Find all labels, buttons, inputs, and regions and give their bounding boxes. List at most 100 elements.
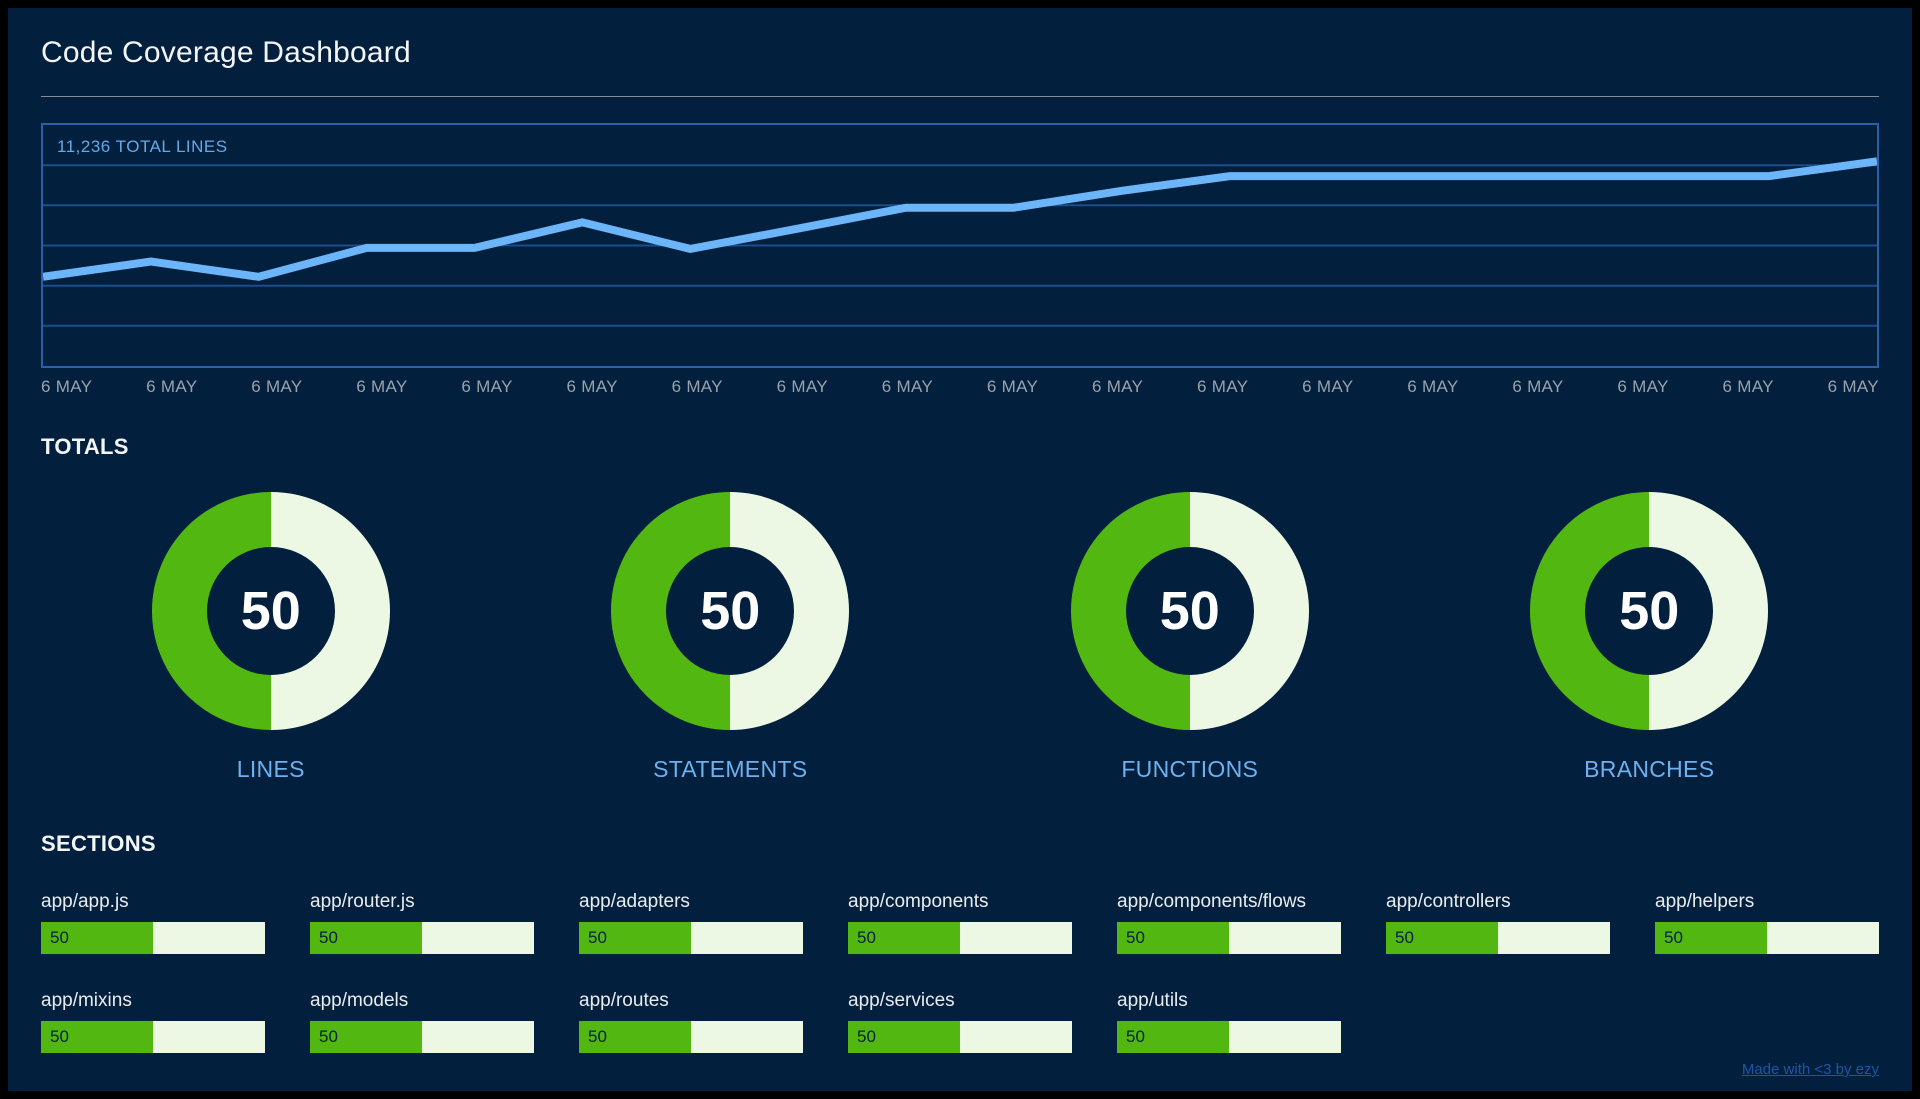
x-axis-tick-label: 6 MAY xyxy=(1197,377,1249,396)
section-progress-fill: 50 xyxy=(41,922,153,954)
section-progress-bar: 50 xyxy=(1117,922,1341,954)
section-progress-fill: 50 xyxy=(41,1021,153,1053)
credit-link[interactable]: Made with <3 by ezy xyxy=(1741,1061,1879,1078)
x-axis-tick-label: 6 MAY xyxy=(1302,377,1354,396)
gauge-value: 50 xyxy=(700,581,761,641)
section-item: app/routes 50 xyxy=(579,990,803,1053)
section-item: app/components 50 xyxy=(848,891,1072,954)
section-progress-fill: 50 xyxy=(579,922,691,954)
section-progress-value: 50 xyxy=(1395,928,1414,947)
section-progress-fill: 50 xyxy=(579,1021,691,1053)
section-item: app/utils 50 xyxy=(1117,990,1341,1053)
donut-hole: 50 xyxy=(1585,547,1714,675)
section-progress-value: 50 xyxy=(588,928,607,947)
section-label: app/helpers xyxy=(1655,891,1755,912)
x-axis-tick-label: 6 MAY xyxy=(41,377,93,396)
totals-gauges: 50 LINES 50 STATEMENTS 50 FUNCTIONS 50 BRANCHES xyxy=(41,492,1879,783)
coverage-gauge-branches: 50 BRANCHES xyxy=(1420,492,1880,783)
section-label: app/app.js xyxy=(41,891,129,912)
x-axis-tick-label: 6 MAY xyxy=(146,377,198,396)
section-item: app/adapters 50 xyxy=(579,891,803,954)
x-axis-tick-label: 6 MAY xyxy=(356,377,408,396)
chart-x-axis: 6 MAY 6 MAY 6 MAY 6 MAY 6 MAY 6 MAY 6 MAY 6 MAY… xyxy=(41,377,1879,397)
coverage-gauge-statements: 50 STATEMENTS xyxy=(501,492,961,783)
page-title: Code Coverage Dashboard xyxy=(41,36,411,69)
section-progress-value: 50 xyxy=(588,1027,607,1046)
section-label: app/routes xyxy=(579,990,669,1011)
section-item: app/router.js 50 xyxy=(310,891,534,954)
coverage-gauge-lines: 50 LINES xyxy=(41,492,501,783)
x-axis-tick-label: 6 MAY xyxy=(1091,377,1144,396)
section-progress-bar: 50 xyxy=(310,1021,534,1053)
section-label: app/mixins xyxy=(41,990,132,1011)
section-item: app/models 50 xyxy=(310,990,534,1053)
title-divider xyxy=(41,96,1879,97)
section-progress-fill: 50 xyxy=(310,922,422,954)
section-progress-fill: 50 xyxy=(848,1021,960,1053)
x-axis-tick-label: 6 MAY xyxy=(1827,377,1879,396)
total-lines-series xyxy=(43,157,1877,281)
section-label: app/router.js xyxy=(310,891,415,912)
section-progress-bar: 50 xyxy=(310,922,534,954)
section-progress-bar: 50 xyxy=(41,1021,265,1053)
donut-hole: 50 xyxy=(1125,547,1254,675)
section-progress-value: 50 xyxy=(857,1027,876,1046)
coverage-dashboard: Code Coverage Dashboard 11,236 TOTAL LIN… xyxy=(8,8,1912,1091)
donut-chart: 50 xyxy=(611,492,850,730)
x-axis-tick-label: 6 MAY xyxy=(1512,377,1564,396)
section-label: app/controllers xyxy=(1386,891,1511,912)
gauge-label: LINES xyxy=(236,756,305,782)
section-item: app/mixins 50 xyxy=(41,990,265,1053)
gauge-label: STATEMENTS xyxy=(653,756,808,782)
section-item: app/components/flows 50 xyxy=(1117,891,1341,954)
x-axis-tick-label: 6 MAY xyxy=(461,377,513,396)
coverage-gauge-functions: 50 FUNCTIONS xyxy=(960,492,1420,783)
section-progress-value: 50 xyxy=(857,928,876,947)
x-axis-tick-label: 6 MAY xyxy=(776,377,828,396)
section-item: app/helpers 50 xyxy=(1655,891,1879,954)
x-axis-tick-label: 6 MAY xyxy=(671,377,723,396)
totals-heading: TOTALS xyxy=(41,434,129,459)
section-progress-fill: 50 xyxy=(310,1021,422,1053)
section-progress-bar: 50 xyxy=(579,1021,803,1053)
section-progress-value: 50 xyxy=(50,1027,69,1046)
section-item: app/services 50 xyxy=(848,990,1072,1053)
section-progress-bar: 50 xyxy=(848,922,1072,954)
section-progress-value: 50 xyxy=(1664,928,1683,947)
gauge-value: 50 xyxy=(1159,581,1220,641)
section-progress-fill: 50 xyxy=(1117,922,1229,954)
section-progress-bar: 50 xyxy=(1386,922,1610,954)
x-axis-tick-label: 6 MAY xyxy=(566,377,618,396)
gauge-value: 50 xyxy=(240,581,301,641)
gauge-label: FUNCTIONS xyxy=(1121,756,1259,782)
donut-chart: 50 xyxy=(1530,492,1769,730)
donut-chart: 50 xyxy=(1070,492,1309,730)
section-label: app/utils xyxy=(1117,990,1188,1011)
section-label: app/components/flows xyxy=(1117,891,1307,912)
x-axis-tick-label: 6 MAY xyxy=(881,377,934,396)
section-item: app/app.js 50 xyxy=(41,891,265,954)
section-progress-bar: 50 xyxy=(579,922,803,954)
coverage-line-svg xyxy=(43,157,1877,366)
gauge-value: 50 xyxy=(1619,581,1680,641)
gauge-label: BRANCHES xyxy=(1584,756,1715,782)
section-progress-value: 50 xyxy=(319,928,338,947)
section-progress-bar: 50 xyxy=(1117,1021,1341,1053)
section-item: app/controllers 50 xyxy=(1386,891,1610,954)
section-label: app/adapters xyxy=(579,891,690,912)
x-axis-tick-label: 6 MAY xyxy=(251,377,303,396)
section-progress-value: 50 xyxy=(50,928,69,947)
section-progress-value: 50 xyxy=(1126,1027,1145,1046)
sections-grid: app/app.js 50 app/router.js 50 app/adapters 5… xyxy=(41,891,1879,1053)
section-label: app/components xyxy=(848,891,989,912)
sections-heading: SECTIONS xyxy=(41,831,156,856)
donut-hole: 50 xyxy=(206,547,335,675)
x-axis-tick-label: 6 MAY xyxy=(1722,377,1774,396)
section-progress-bar: 50 xyxy=(848,1021,1072,1053)
section-progress-value: 50 xyxy=(1126,928,1145,947)
donut-chart: 50 xyxy=(151,492,390,730)
section-progress-bar: 50 xyxy=(41,922,265,954)
donut-hole: 50 xyxy=(666,547,795,675)
x-axis-tick-label: 6 MAY xyxy=(1617,377,1669,396)
total-lines-chart: 11,236 TOTAL LINES xyxy=(41,123,1879,368)
